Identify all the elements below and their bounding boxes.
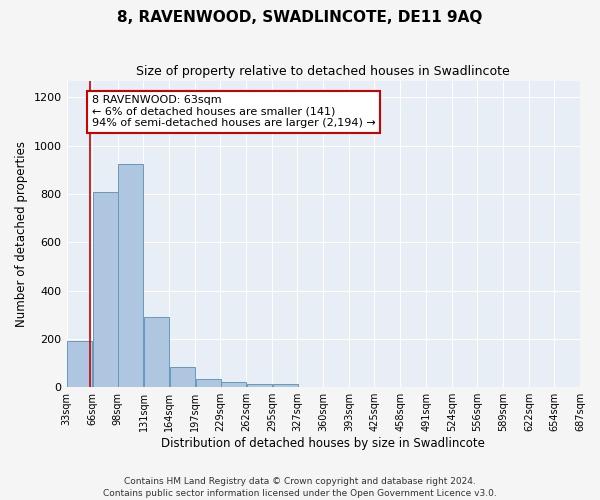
Bar [221,382,246,387]
Bar [67,342,92,387]
Bar [144,317,169,387]
X-axis label: Distribution of detached houses by size in Swadlincote: Distribution of detached houses by size … [161,437,485,450]
Text: Contains HM Land Registry data © Crown copyright and database right 2024.
Contai: Contains HM Land Registry data © Crown c… [103,476,497,498]
Bar [170,366,195,387]
Text: 8, RAVENWOOD, SWADLINCOTE, DE11 9AQ: 8, RAVENWOOD, SWADLINCOTE, DE11 9AQ [118,10,482,25]
Bar [118,164,143,387]
Bar [196,379,221,387]
Title: Size of property relative to detached houses in Swadlincote: Size of property relative to detached ho… [136,65,510,78]
Bar [93,192,118,387]
Bar [247,384,272,387]
Y-axis label: Number of detached properties: Number of detached properties [15,141,28,327]
Text: 8 RAVENWOOD: 63sqm
← 6% of detached houses are smaller (141)
94% of semi-detache: 8 RAVENWOOD: 63sqm ← 6% of detached hous… [92,95,376,128]
Bar [272,384,298,387]
